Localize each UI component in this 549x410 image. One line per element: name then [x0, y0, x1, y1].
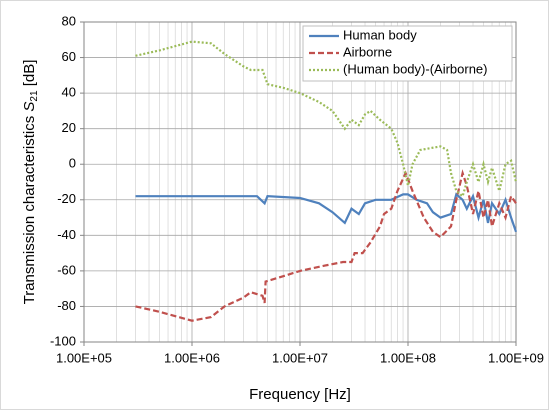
plot-area: [83, 21, 517, 343]
x-tick-label: 1.00E+06: [164, 350, 220, 365]
legend-label: Airborne: [343, 44, 392, 59]
y-label-subscript: 21: [29, 90, 40, 102]
legend-label: (Human body)-(Airborne): [343, 61, 488, 76]
line-series: [135, 169, 517, 322]
x-tick-label: 1.00E+09: [488, 350, 544, 365]
legend-label: Human body: [343, 27, 417, 42]
y-tick-label: 0: [69, 156, 76, 171]
y-tick-label: -80: [57, 298, 76, 313]
line-series: [135, 40, 518, 199]
y-axis-label: Transmission characteristics S21 [dB]: [21, 60, 40, 305]
x-tick-label: 1.00E+07: [272, 350, 328, 365]
y-tick-label: -20: [57, 191, 76, 206]
y-tick-label: -100: [50, 333, 76, 348]
y-tick-label: 20: [62, 120, 76, 135]
y-tick-label: 80: [62, 13, 76, 28]
x-tick-label: 1.00E+05: [56, 350, 112, 365]
y-tick-label: 60: [62, 49, 76, 64]
x-axis-label: Frequency [Hz]: [249, 386, 351, 403]
y-label-part: Transmission characteristics: [21, 112, 38, 305]
y-label-symbol: S: [21, 102, 38, 112]
y-tick-label: 40: [62, 85, 76, 100]
y-tick-label: -40: [57, 227, 76, 242]
y-label-unit: [dB]: [21, 60, 38, 91]
y-tick-label: -60: [57, 262, 76, 277]
x-tick-label: 1.00E+08: [380, 350, 436, 365]
